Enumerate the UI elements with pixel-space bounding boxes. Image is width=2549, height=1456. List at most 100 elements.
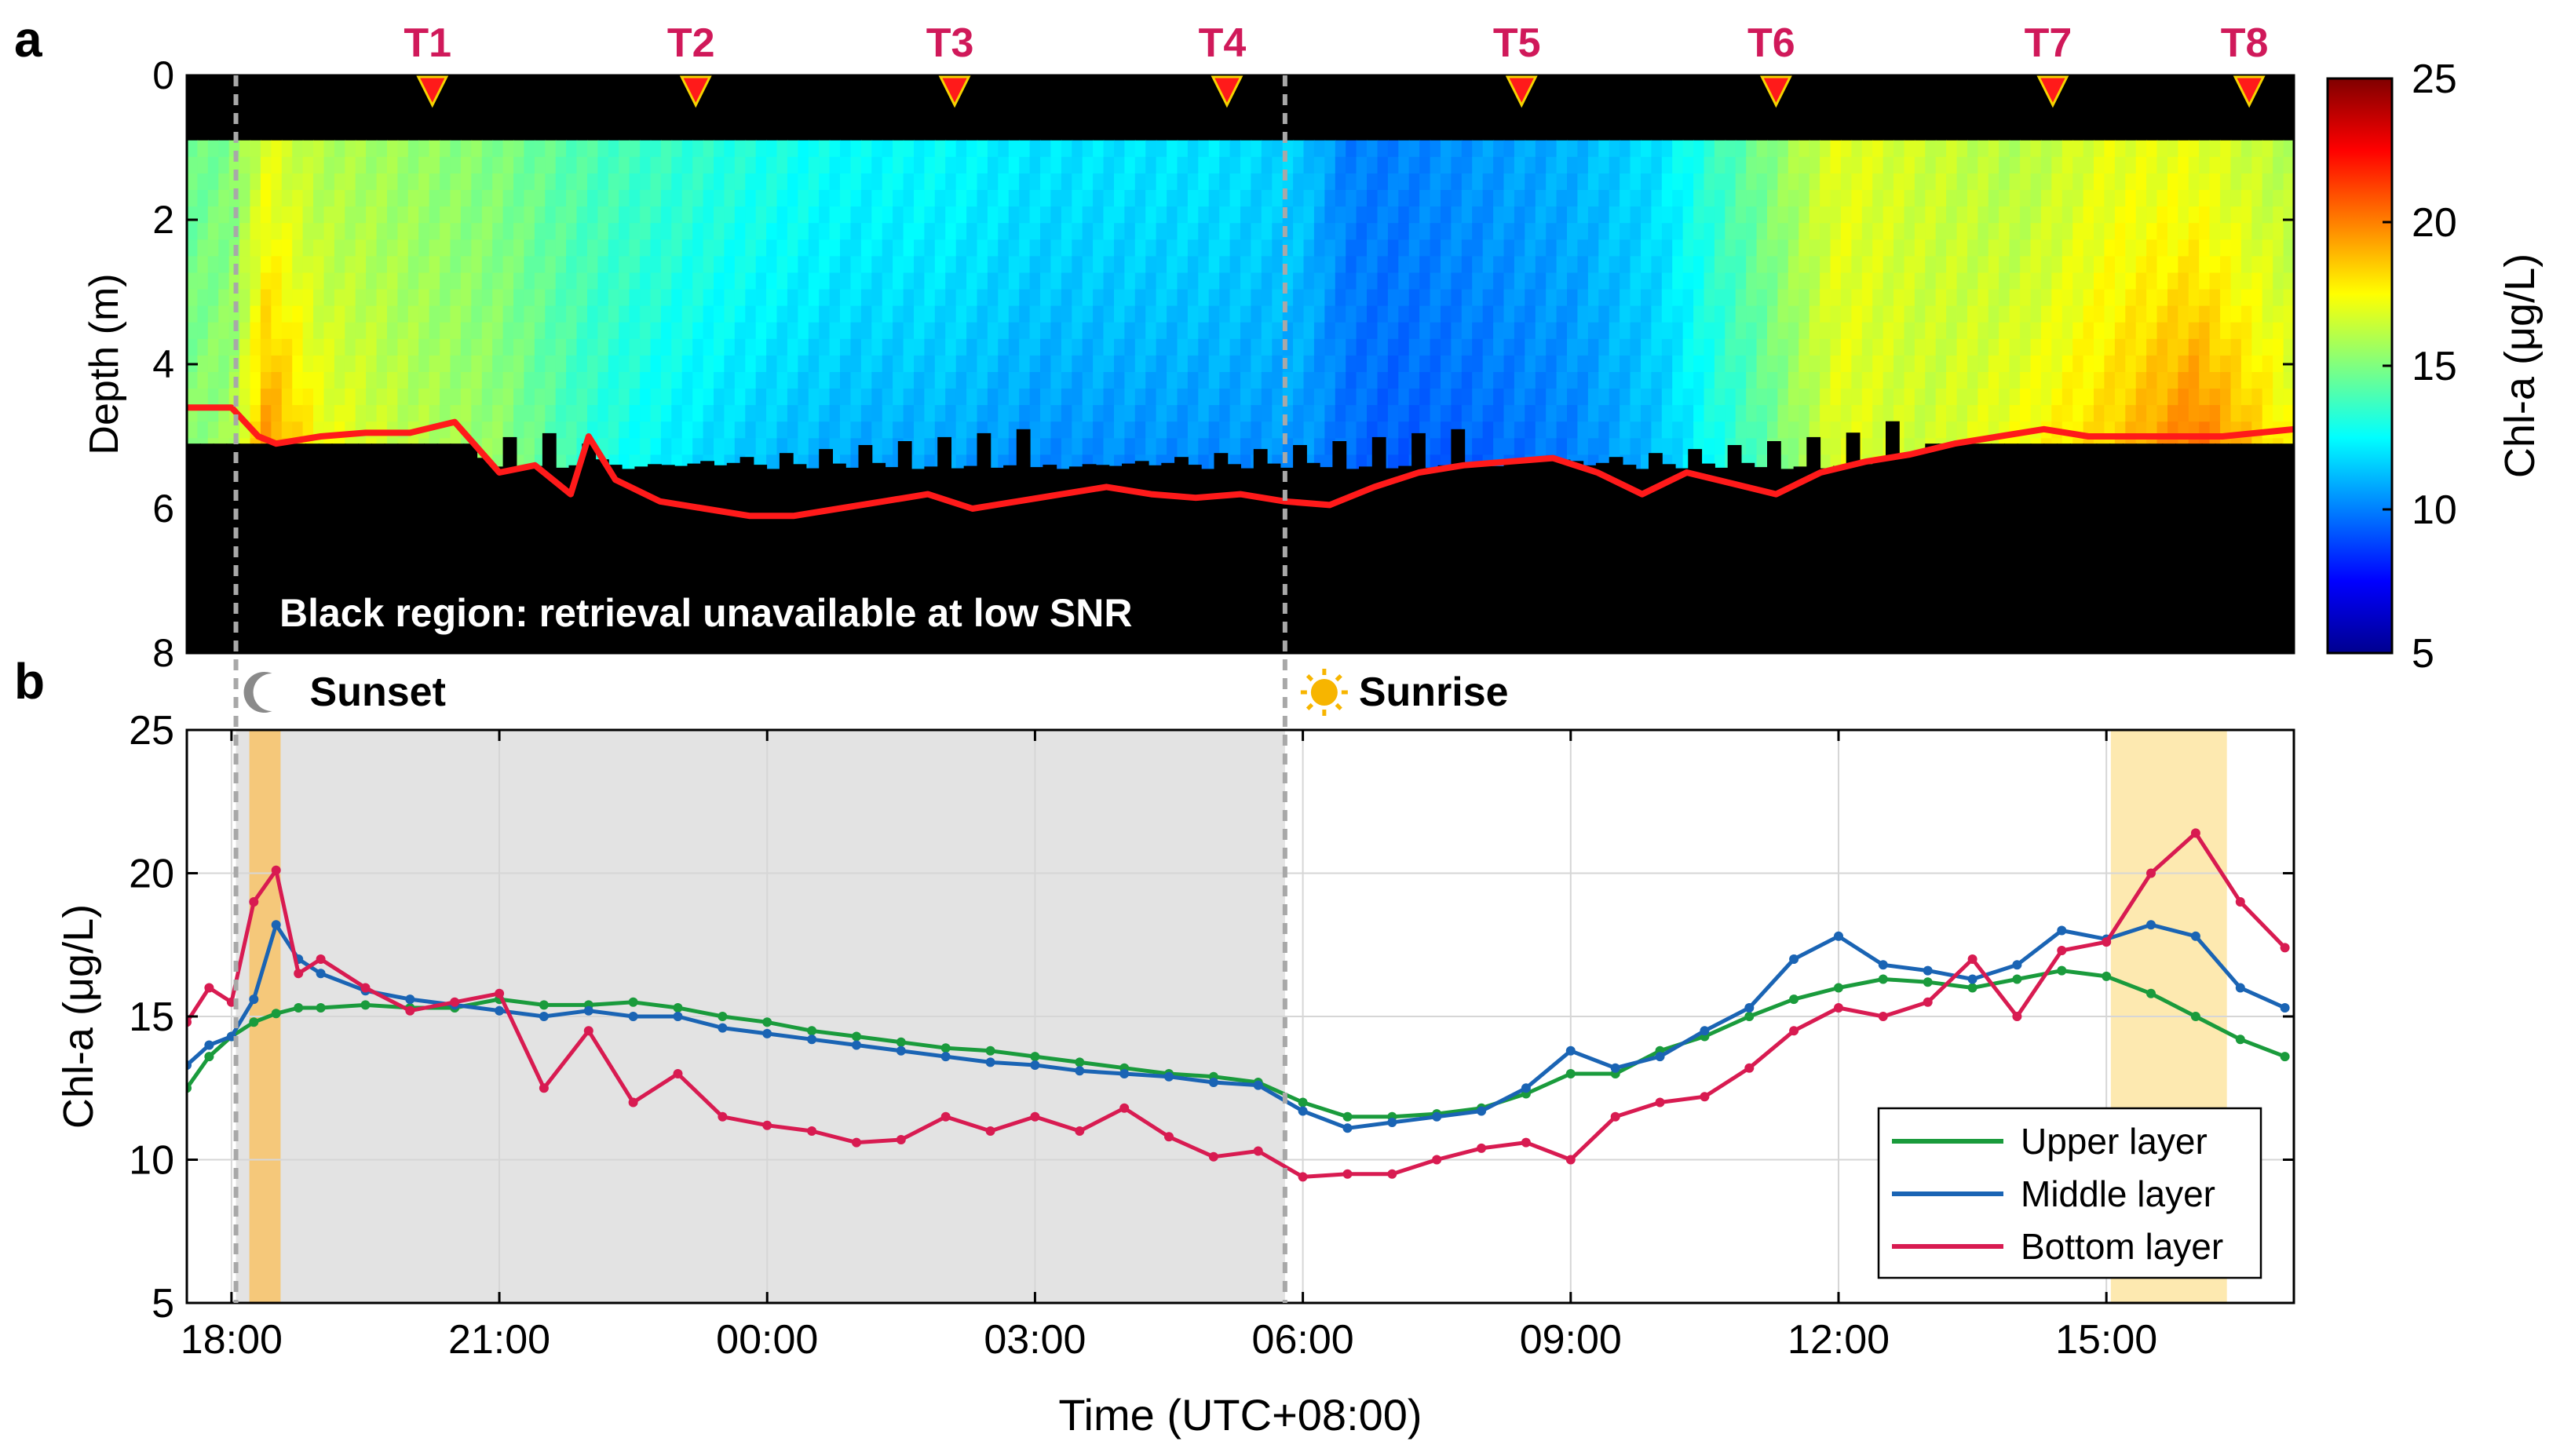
heatmap-cell [1145, 140, 1157, 158]
heatmap-cell [987, 305, 999, 323]
heatmap-cell [2114, 256, 2127, 274]
heatmap-cell [1893, 405, 1905, 423]
heatmap-cell [934, 355, 947, 373]
heatmap-cell [418, 173, 430, 192]
heatmap-cell [2104, 173, 2116, 192]
heatmap-cell [1503, 206, 1515, 224]
heatmap-cell [1788, 156, 1800, 174]
heatmap-cell [1956, 140, 1968, 158]
heatmap-cell [271, 338, 283, 356]
heatmap-cell [2240, 223, 2253, 241]
heatmap-cell [376, 405, 388, 423]
heatmap-cell [1387, 289, 1400, 307]
heatmap-cell [1714, 156, 1726, 174]
heatmap-cell [1672, 338, 1684, 356]
heatmap-cell [1019, 338, 1031, 356]
heatmap-cell [1387, 173, 1400, 192]
heatmap-cell [524, 355, 535, 373]
heatmap-cell [1187, 206, 1200, 224]
heatmap-cell [2188, 206, 2200, 224]
heatmap-cell [1198, 289, 1210, 307]
heatmap-cell [1019, 322, 1031, 340]
heatmap-cell [650, 322, 662, 340]
heatmap-cell [2178, 223, 2189, 241]
heatmap-cell [1187, 140, 1200, 158]
heatmap-cell [1272, 239, 1284, 257]
heatmap-cell [1872, 338, 1884, 356]
heatmap-cell [1977, 355, 1989, 373]
heatmap-cell [987, 389, 999, 407]
heatmap-cell [1735, 289, 1747, 307]
heatmap-cell [1799, 190, 1810, 208]
heatmap-cell [1251, 389, 1262, 407]
heatmap-cell [1198, 389, 1210, 407]
heatmap-cell [1672, 223, 1684, 241]
heatmap-cell [703, 389, 714, 407]
heatmap-cell [2262, 305, 2274, 323]
heatmap-cell [1408, 239, 1421, 257]
heatmap-cell [2114, 405, 2127, 423]
heatmap-cell [2220, 355, 2232, 373]
heatmap-cell [2061, 289, 2074, 307]
heatmap-cell [1377, 190, 1389, 208]
heatmap-cell [629, 389, 641, 407]
heatmap-cell [1777, 389, 1789, 407]
heatmap-cell [2220, 405, 2232, 423]
heatmap-cell [2104, 372, 2116, 390]
heatmap-cell [1893, 156, 1905, 174]
heatmap-cell [808, 140, 820, 158]
heatmap-cell [2178, 140, 2189, 158]
heatmap-cell [808, 289, 820, 307]
heatmap-cell [2146, 405, 2158, 423]
heatmap-cell [250, 405, 261, 423]
heatmap-cell [671, 289, 683, 307]
heatmap-cell [187, 305, 199, 323]
heatmap-cell [1430, 239, 1441, 257]
heatmap-cell [629, 156, 641, 174]
heatmap-cell [1251, 239, 1262, 257]
heatmap-cell [1082, 389, 1094, 407]
heatmap-cell [1756, 305, 1768, 323]
heatmap-cell [1124, 389, 1136, 407]
heatmap-cell [1514, 338, 1526, 356]
heatmap-cell [1493, 156, 1505, 174]
heatmap-cell [1830, 421, 1842, 440]
heatmap-cell [1598, 156, 1610, 174]
heatmap-cell [1714, 223, 1726, 241]
heatmap-cell [745, 206, 757, 224]
heatmap-cell [1082, 438, 1094, 456]
heatmap-cell [1156, 223, 1167, 241]
heatmap-cell [1387, 190, 1400, 208]
heatmap-cell [250, 322, 261, 340]
heatmap-cell [1651, 355, 1663, 373]
heatmap-cell [187, 256, 199, 274]
heatmap-cell [1103, 223, 1115, 241]
heatmap-cell [934, 190, 947, 208]
heatmap-cell [555, 421, 568, 440]
heatmap-cell [703, 173, 714, 192]
heatmap-cell [1935, 156, 1948, 174]
heatmap-cell [1735, 140, 1747, 158]
heatmap-cell [1387, 223, 1400, 241]
heatmap-cell [1124, 173, 1136, 192]
heatmap-cell [355, 305, 367, 323]
heatmap-cell [1630, 421, 1642, 440]
heatmap-cell [1799, 239, 1810, 257]
heatmap-cell [1546, 223, 1558, 241]
heatmap-cell [1093, 372, 1105, 390]
heatmap-cell [1672, 438, 1684, 456]
heatmap-cell [1767, 156, 1779, 174]
mask-column [1095, 465, 1110, 653]
heatmap-cell [345, 223, 356, 241]
mask-column [2069, 443, 2084, 653]
heatmap-cell [2283, 239, 2294, 257]
heatmap-cell [1714, 256, 1726, 274]
heatmap-cell [1219, 223, 1231, 241]
heatmap-cell [2262, 173, 2274, 192]
heatmap-cell [1893, 173, 1905, 192]
heatmap-cell [998, 239, 1010, 257]
heatmap-cell [787, 190, 799, 208]
heatmap-cell [1346, 305, 1357, 323]
heatmap-cell [207, 173, 220, 192]
heatmap-cell [250, 272, 261, 290]
